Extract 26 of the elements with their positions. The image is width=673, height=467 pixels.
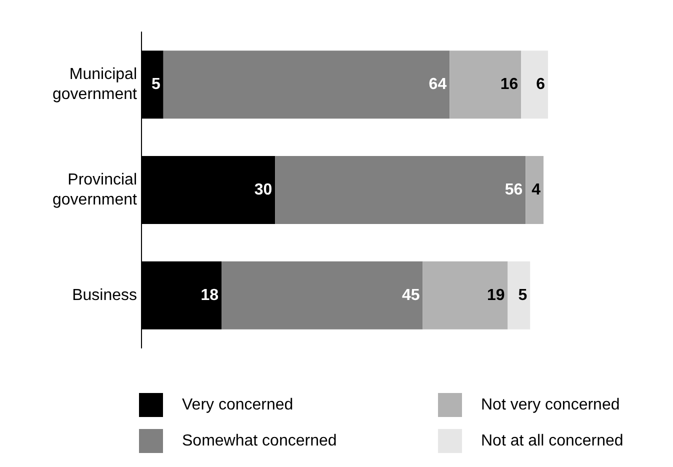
bar [222, 261, 423, 330]
data-label: 5 [151, 76, 160, 94]
y-tick-label: Business [72, 286, 137, 304]
bar [521, 50, 548, 119]
legend-label: Very concerned [182, 396, 294, 414]
legend-label: Not at all concerned [481, 432, 624, 450]
data-label: 19 [486, 286, 505, 304]
data-label: 16 [500, 76, 518, 94]
data-label: 5 [518, 286, 528, 304]
bar [526, 156, 544, 224]
y-tick-label: Municipal government [52, 66, 138, 104]
data-label: 56 [504, 182, 523, 198]
bar [450, 50, 522, 119]
bar [275, 156, 526, 224]
y-tick-label: Provincial government [52, 172, 138, 208]
data-label: 64 [428, 76, 447, 94]
legend-label: Somewhat concerned [182, 432, 337, 450]
bar [163, 50, 450, 119]
data-label: 18 [200, 286, 219, 304]
bar [422, 261, 508, 330]
data-label: 6 [536, 76, 546, 94]
data-label: 4 [532, 182, 541, 198]
bar [508, 261, 530, 330]
data-label: 30 [254, 182, 272, 198]
data-label: 45 [402, 286, 420, 304]
legend-label: Not very concerned [481, 396, 620, 414]
